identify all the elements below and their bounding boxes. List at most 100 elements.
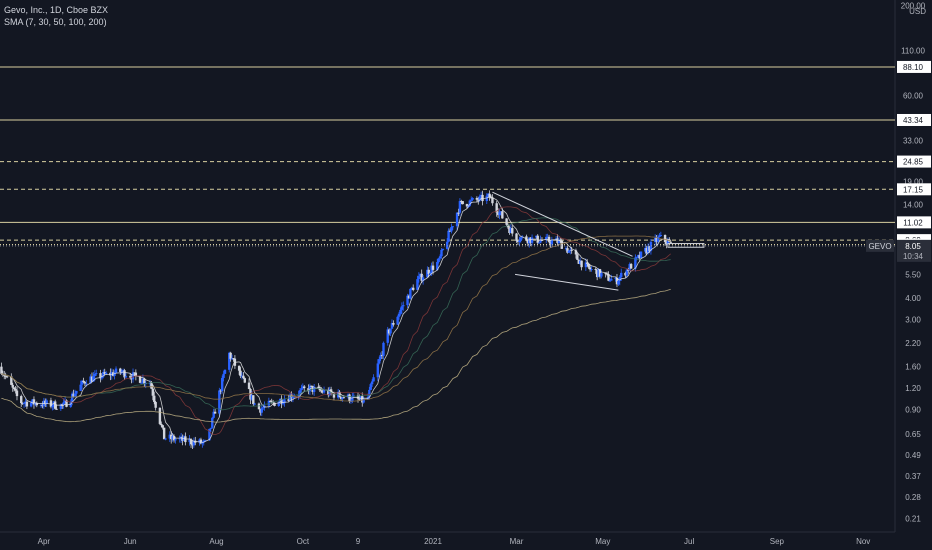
y-tick-label: 2.20 xyxy=(905,339,921,348)
candle-body xyxy=(584,262,588,268)
candle-body xyxy=(600,273,603,277)
candle-body xyxy=(14,389,17,391)
candle-body xyxy=(614,277,617,279)
candle-body xyxy=(59,404,63,409)
candle-body xyxy=(247,382,251,389)
candle-body xyxy=(402,305,405,307)
candle-body xyxy=(339,396,343,399)
candle-body xyxy=(648,246,651,251)
sma-line-200 xyxy=(1,288,671,423)
candle-body xyxy=(598,269,602,277)
candle-body xyxy=(549,241,552,245)
candle-body xyxy=(162,427,166,440)
candle-body xyxy=(499,211,503,213)
candle-body xyxy=(639,251,643,259)
candle-body xyxy=(280,398,283,405)
candle-body xyxy=(560,240,563,249)
indicator-label[interactable]: SMA (7, 30, 50, 100, 200) xyxy=(4,17,107,27)
candle-body xyxy=(153,395,156,402)
candle-body xyxy=(428,272,432,274)
candle-body xyxy=(554,238,558,240)
candle-body xyxy=(229,352,232,359)
candle-body xyxy=(569,249,572,251)
candle-body xyxy=(150,382,153,389)
candle-body xyxy=(389,328,392,334)
candle-body xyxy=(39,405,43,407)
candle-body xyxy=(447,230,450,242)
candle-body xyxy=(550,239,554,245)
candle-body xyxy=(361,396,364,403)
candle-body xyxy=(232,358,235,360)
candle-body xyxy=(192,440,196,446)
x-tick-label: Mar xyxy=(510,537,524,546)
candle-body xyxy=(10,376,13,385)
candle-body xyxy=(31,399,34,403)
candle-body xyxy=(537,242,541,244)
candle-body xyxy=(270,401,273,403)
y-tick-label: 33.00 xyxy=(903,136,924,145)
candle-body xyxy=(665,241,668,245)
candle-body xyxy=(310,385,313,387)
x-tick-label: Aug xyxy=(209,537,223,546)
last-price-label: 8.05 xyxy=(905,242,921,251)
candle-body xyxy=(536,235,539,243)
candle-body xyxy=(653,237,657,242)
candle-body xyxy=(624,272,627,276)
x-tick-label: Apr xyxy=(38,537,51,546)
candle-body xyxy=(134,372,138,377)
candle-body xyxy=(567,250,571,253)
candle-body xyxy=(628,264,631,271)
candle-body xyxy=(281,403,285,405)
candle-body xyxy=(332,393,336,398)
candle-body xyxy=(62,402,65,405)
candle-body xyxy=(455,212,459,227)
candle-body xyxy=(392,323,395,325)
candle-body xyxy=(188,439,191,443)
candle-body xyxy=(471,198,474,200)
candle-body xyxy=(328,389,331,396)
level-price-tag xyxy=(897,155,931,168)
candle-body xyxy=(228,352,231,370)
candle-body xyxy=(421,277,425,281)
candle-body xyxy=(70,393,74,403)
candle-body xyxy=(574,250,578,255)
candle-body xyxy=(213,411,217,414)
candle-body xyxy=(399,309,402,314)
candle-body xyxy=(80,380,84,385)
candle-body xyxy=(269,400,272,402)
candle-body xyxy=(610,278,613,281)
candle-body xyxy=(506,224,510,228)
candle-body xyxy=(212,411,215,418)
candle-body xyxy=(644,247,647,252)
candle-body xyxy=(426,269,429,278)
candle-body xyxy=(410,287,413,289)
candle-body xyxy=(170,434,173,440)
y-tick-label: 0.49 xyxy=(905,451,921,460)
chart-legend: Gevo, Inc., 1D, Cboe BZX SMA (7, 30, 50,… xyxy=(4,4,108,28)
candle-body xyxy=(396,316,399,325)
candle-body xyxy=(242,375,245,379)
level-price-label: 11.02 xyxy=(903,218,923,227)
candle-body xyxy=(495,203,498,213)
candle-body xyxy=(89,376,92,384)
candle-body xyxy=(123,370,126,378)
level-price-label: 88.10 xyxy=(903,63,924,72)
candle-body xyxy=(488,193,491,198)
candle-body xyxy=(526,240,530,244)
candle-body xyxy=(317,386,320,388)
candle-body xyxy=(362,399,365,403)
y-tick-label: 60.00 xyxy=(903,92,924,101)
candle-body xyxy=(164,438,167,440)
level-price-label: 24.85 xyxy=(903,158,924,167)
candle-body xyxy=(198,439,201,443)
candle-body xyxy=(448,230,452,232)
candle-body xyxy=(635,256,638,258)
candle-body xyxy=(55,408,58,410)
candle-body xyxy=(400,306,404,310)
candle-body xyxy=(419,273,422,277)
candle-body xyxy=(406,295,409,306)
candle-body xyxy=(0,366,3,374)
symbol-title[interactable]: Gevo, Inc., 1D, Cboe BZX xyxy=(4,5,109,15)
candle-body xyxy=(376,363,380,378)
